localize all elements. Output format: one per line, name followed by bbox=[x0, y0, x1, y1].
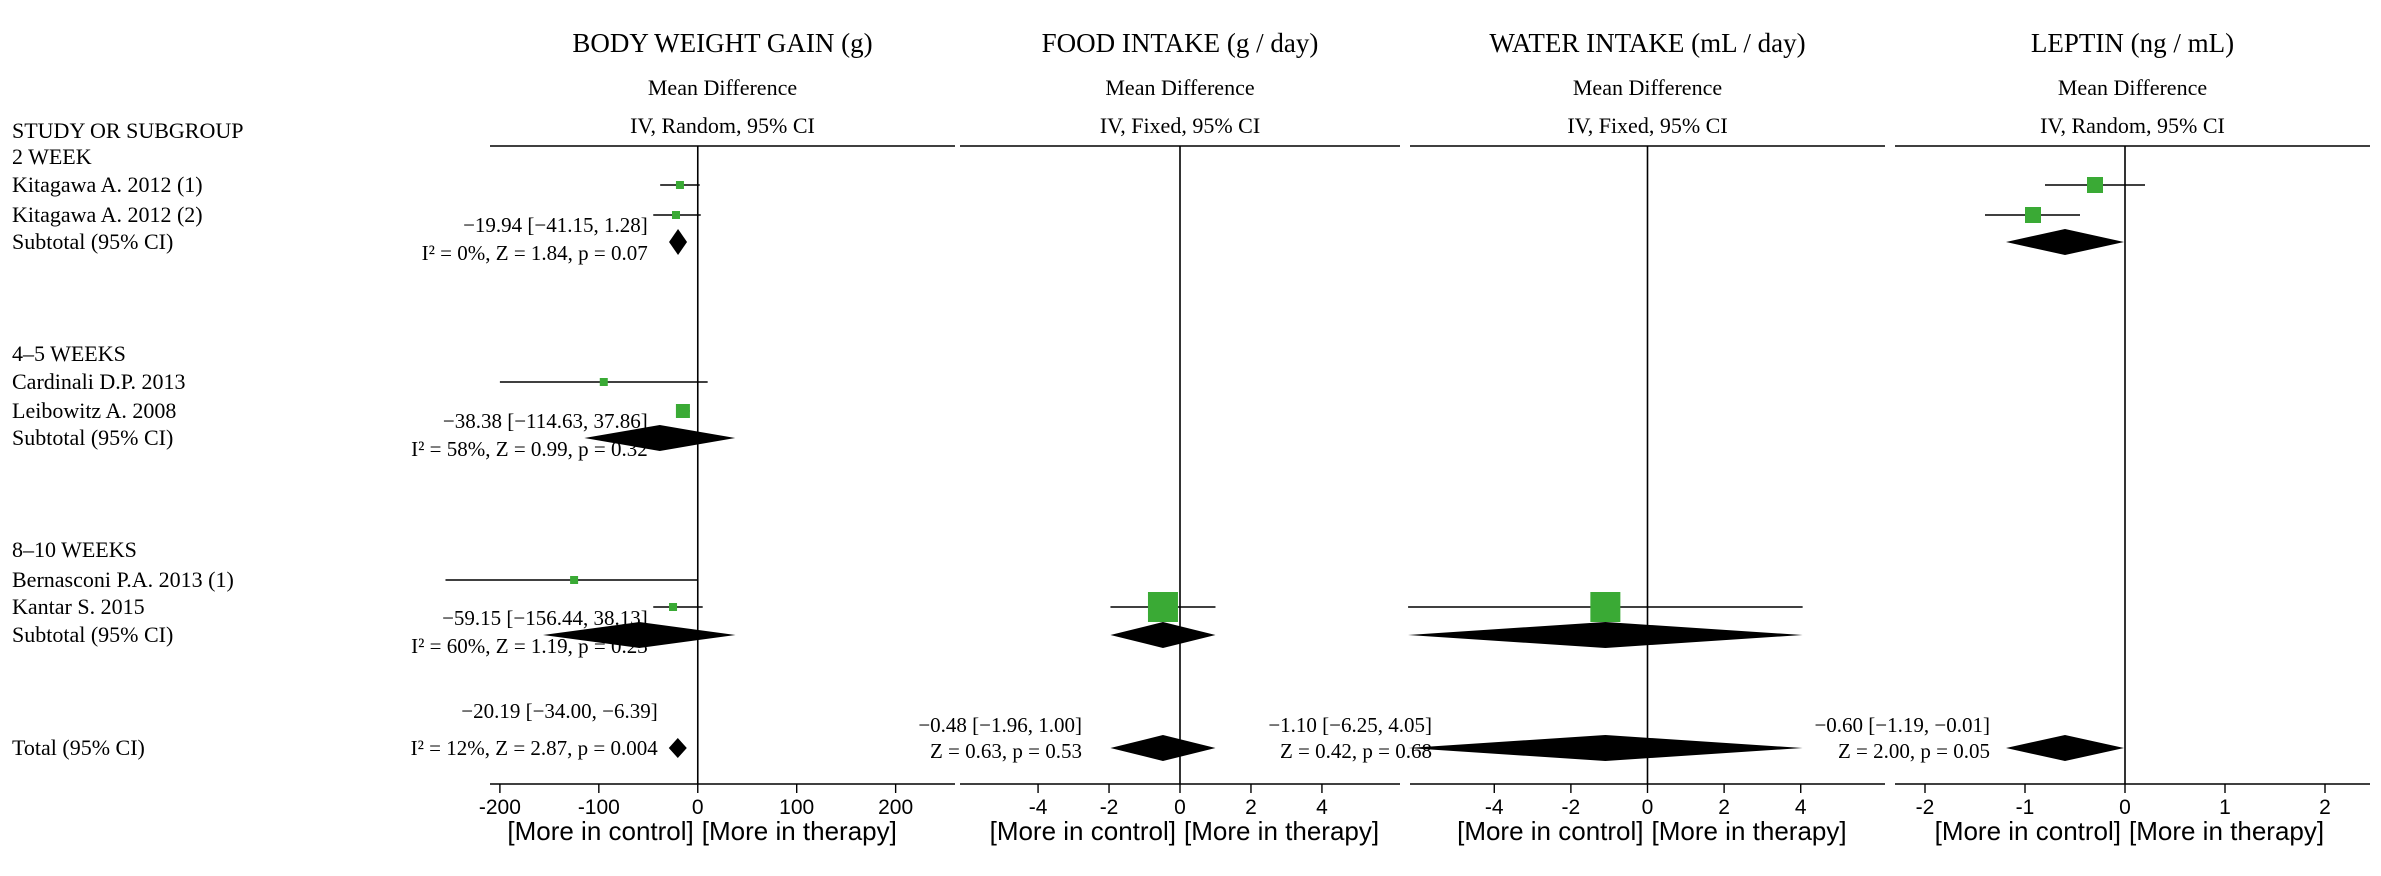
direction-right-label: [More in therapy] bbox=[1184, 816, 1379, 846]
panel-measure: Mean Difference bbox=[1573, 75, 1722, 100]
tick-label: 2 bbox=[1245, 796, 1257, 819]
tick-label: -2 bbox=[1100, 796, 1119, 819]
study-square bbox=[672, 211, 680, 219]
tick-label: -4 bbox=[1485, 796, 1504, 819]
pooled-estimate-text: −0.48 [−1.96, 1.00] bbox=[918, 713, 1082, 737]
direction-left-label: [More in control] bbox=[507, 816, 693, 846]
tick-label: -2 bbox=[1916, 796, 1935, 819]
study-square bbox=[675, 181, 684, 189]
row-label-lei: Leibowitz A. 2008 bbox=[12, 398, 176, 423]
heterogeneity-test-text: I² = 12%, Z = 2.87, p = 0.004 bbox=[411, 736, 659, 760]
panel-title: WATER INTAKE (mL / day) bbox=[1489, 28, 1805, 58]
direction-left-label: [More in control] bbox=[1457, 816, 1643, 846]
row-label-kit1: Kitagawa A. 2012 (1) bbox=[12, 172, 203, 197]
pooled-diamond bbox=[1110, 622, 1216, 648]
pooled-estimate-text: −20.19 [−34.00, −6.39] bbox=[461, 699, 658, 723]
study-square bbox=[669, 603, 678, 611]
tick-label: 0 bbox=[2119, 796, 2131, 819]
study-square bbox=[599, 378, 608, 386]
row-label-car: Cardinali D.P. 2013 bbox=[12, 369, 186, 394]
heterogeneity-test-text: I² = 60%, Z = 1.19, p = 0.23 bbox=[411, 634, 648, 658]
direction-left-label: [More in control] bbox=[1935, 816, 2121, 846]
panel-method: IV, Random, 95% CI bbox=[2040, 113, 2225, 138]
heterogeneity-test-text: I² = 58%, Z = 0.99, p = 0.32 bbox=[411, 437, 648, 461]
direction-left-label: [More in control] bbox=[990, 816, 1176, 846]
pooled-diamond bbox=[2006, 735, 2124, 761]
direction-right-label: [More in therapy] bbox=[702, 816, 897, 846]
pooled-diamond bbox=[1408, 735, 1803, 761]
tick-label: 0 bbox=[692, 796, 704, 819]
row-label-sub1: Subtotal (95% CI) bbox=[12, 229, 173, 254]
row-label-sub3: Subtotal (95% CI) bbox=[12, 622, 173, 647]
tick-label: 1 bbox=[2219, 796, 2231, 819]
tick-label: -200 bbox=[479, 796, 521, 819]
tick-label: 0 bbox=[1174, 796, 1186, 819]
row-label-g3: 8–10 WEEKS bbox=[12, 537, 137, 562]
tick-label: -2 bbox=[1562, 796, 1581, 819]
direction-right-label: [More in therapy] bbox=[2129, 816, 2324, 846]
panel-method: IV, Fixed, 95% CI bbox=[1567, 113, 1727, 138]
pooled-estimate-text: −59.15 [−156.44, 38.13] bbox=[442, 606, 648, 630]
row-label-sub2: Subtotal (95% CI) bbox=[12, 425, 173, 450]
pooled-diamond bbox=[668, 738, 687, 758]
tick-label: 4 bbox=[1795, 796, 1807, 819]
heterogeneity-test-text: Z = 2.00, p = 0.05 bbox=[1838, 739, 1990, 763]
pooled-diamond bbox=[669, 229, 688, 255]
panel-title: FOOD INTAKE (g / day) bbox=[1042, 28, 1319, 58]
pooled-estimate-text: −19.94 [−41.15, 1.28] bbox=[463, 213, 648, 237]
panel-title: BODY WEIGHT GAIN (g) bbox=[572, 28, 872, 58]
panel-measure: Mean Difference bbox=[1105, 75, 1254, 100]
tick-label: 0 bbox=[1642, 796, 1654, 819]
study-square bbox=[570, 576, 579, 584]
pooled-diamond bbox=[1408, 622, 1803, 648]
direction-right-label: [More in therapy] bbox=[1652, 816, 1847, 846]
study-square bbox=[1147, 592, 1178, 622]
study-square bbox=[2087, 177, 2103, 193]
panel-method: IV, Fixed, 95% CI bbox=[1100, 113, 1260, 138]
pooled-diamond bbox=[2006, 229, 2124, 255]
pooled-diamond bbox=[584, 425, 736, 451]
panel-title: LEPTIN (ng / mL) bbox=[2031, 28, 2234, 58]
row-label-g1: 2 WEEK bbox=[12, 144, 92, 169]
pooled-estimate-text: −38.38 [−114.63, 37.86] bbox=[443, 409, 648, 433]
study-square bbox=[2025, 207, 2041, 223]
study-square bbox=[1590, 592, 1621, 622]
panel-measure: Mean Difference bbox=[648, 75, 797, 100]
row-label-kit2: Kitagawa A. 2012 (2) bbox=[12, 202, 203, 227]
tick-label: -4 bbox=[1029, 796, 1048, 819]
heterogeneity-test-text: Z = 0.63, p = 0.53 bbox=[930, 739, 1082, 763]
pooled-diamond bbox=[1110, 735, 1216, 761]
row-label-tot: Total (95% CI) bbox=[12, 735, 145, 760]
row-label-ber: Bernasconi P.A. 2013 (1) bbox=[12, 567, 234, 592]
pooled-estimate-text: −1.10 [−6.25, 4.05] bbox=[1268, 713, 1432, 737]
tick-label: 2 bbox=[2319, 796, 2331, 819]
tick-label: 100 bbox=[779, 796, 814, 819]
pooled-estimate-text: −0.60 [−1.19, −0.01] bbox=[1814, 713, 1990, 737]
tick-label: 4 bbox=[1316, 796, 1328, 819]
row-label-g2: 4–5 WEEKS bbox=[12, 341, 126, 366]
row-header: STUDY OR SUBGROUP bbox=[12, 118, 243, 143]
study-square bbox=[675, 404, 690, 418]
tick-label: 200 bbox=[878, 796, 913, 819]
heterogeneity-test-text: I² = 0%, Z = 1.84, p = 0.07 bbox=[422, 241, 648, 265]
row-label-kan: Kantar S. 2015 bbox=[12, 594, 145, 619]
heterogeneity-test-text: Z = 0.42, p = 0.68 bbox=[1280, 739, 1432, 763]
tick-label: 2 bbox=[1718, 796, 1730, 819]
tick-label: -100 bbox=[578, 796, 620, 819]
panel-measure: Mean Difference bbox=[2058, 75, 2207, 100]
panel-method: IV, Random, 95% CI bbox=[630, 113, 815, 138]
pooled-diamond bbox=[542, 622, 736, 648]
tick-label: -1 bbox=[2016, 796, 2035, 819]
